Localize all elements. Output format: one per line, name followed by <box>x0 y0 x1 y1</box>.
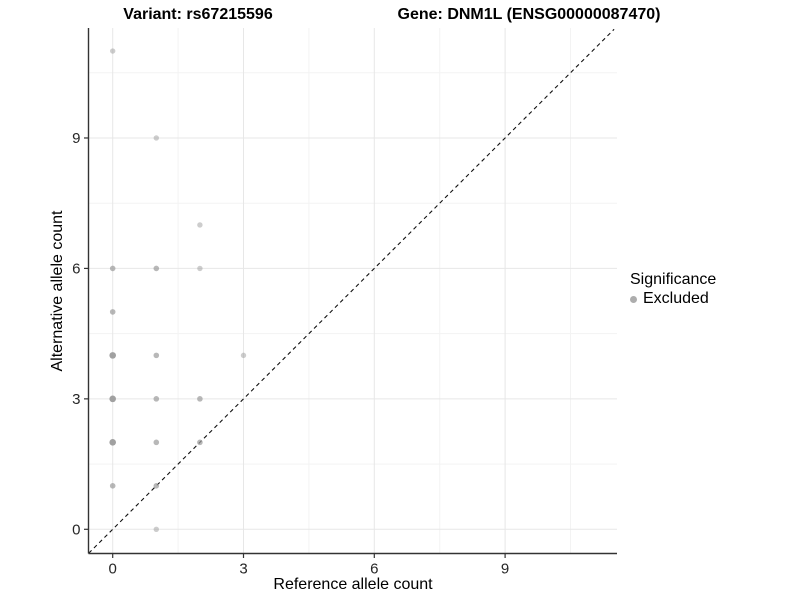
y-tick-label: 9 <box>72 130 80 147</box>
data-point <box>109 439 116 446</box>
data-point <box>109 309 116 315</box>
minor-gridlines <box>88 28 617 554</box>
major-gridlines <box>88 28 617 554</box>
data-point <box>153 135 159 141</box>
data-point <box>153 265 160 272</box>
legend-item-excluded: Excluded <box>630 290 716 308</box>
data-point <box>109 483 116 489</box>
axis-ticks <box>84 137 506 558</box>
data-point <box>153 526 159 532</box>
plot-title-variant: Variant: rs67215596 <box>123 6 273 23</box>
legend: Significance Excluded <box>630 270 716 308</box>
data-point <box>153 352 160 359</box>
y-tick-label: 6 <box>72 260 80 277</box>
data-point <box>109 352 116 359</box>
data-point <box>109 395 116 403</box>
x-tick-label: 6 <box>370 561 378 578</box>
axis-tick-labels: 0 3 6 9 0 3 6 9 <box>72 130 509 578</box>
y-tick-label: 0 <box>72 521 80 538</box>
data-point <box>109 265 116 272</box>
data-point <box>110 48 116 54</box>
y-tick-label: 3 <box>72 391 80 408</box>
x-tick-label: 0 <box>109 561 117 578</box>
x-axis-title: Reference allele count <box>273 576 433 593</box>
legend-item-label: Excluded <box>643 290 709 307</box>
data-point <box>197 396 203 402</box>
legend-point-icon <box>630 295 637 303</box>
x-tick-label: 3 <box>239 561 247 578</box>
legend-title: Significance <box>630 271 717 288</box>
data-point <box>153 439 160 446</box>
data-point <box>153 483 160 489</box>
data-points <box>109 48 247 532</box>
data-point <box>153 396 160 402</box>
data-point <box>197 265 203 272</box>
axis-lines <box>87 28 617 555</box>
data-point <box>197 222 203 228</box>
identity-line <box>88 28 615 554</box>
plot-title-gene: Gene: DNM1L (ENSG00000087470) <box>397 6 661 23</box>
y-axis-title: Alternative allele count <box>49 210 66 372</box>
identity-dashed-line <box>88 28 615 554</box>
data-point <box>240 352 247 359</box>
data-point <box>197 439 203 446</box>
x-tick-label: 9 <box>501 561 509 578</box>
